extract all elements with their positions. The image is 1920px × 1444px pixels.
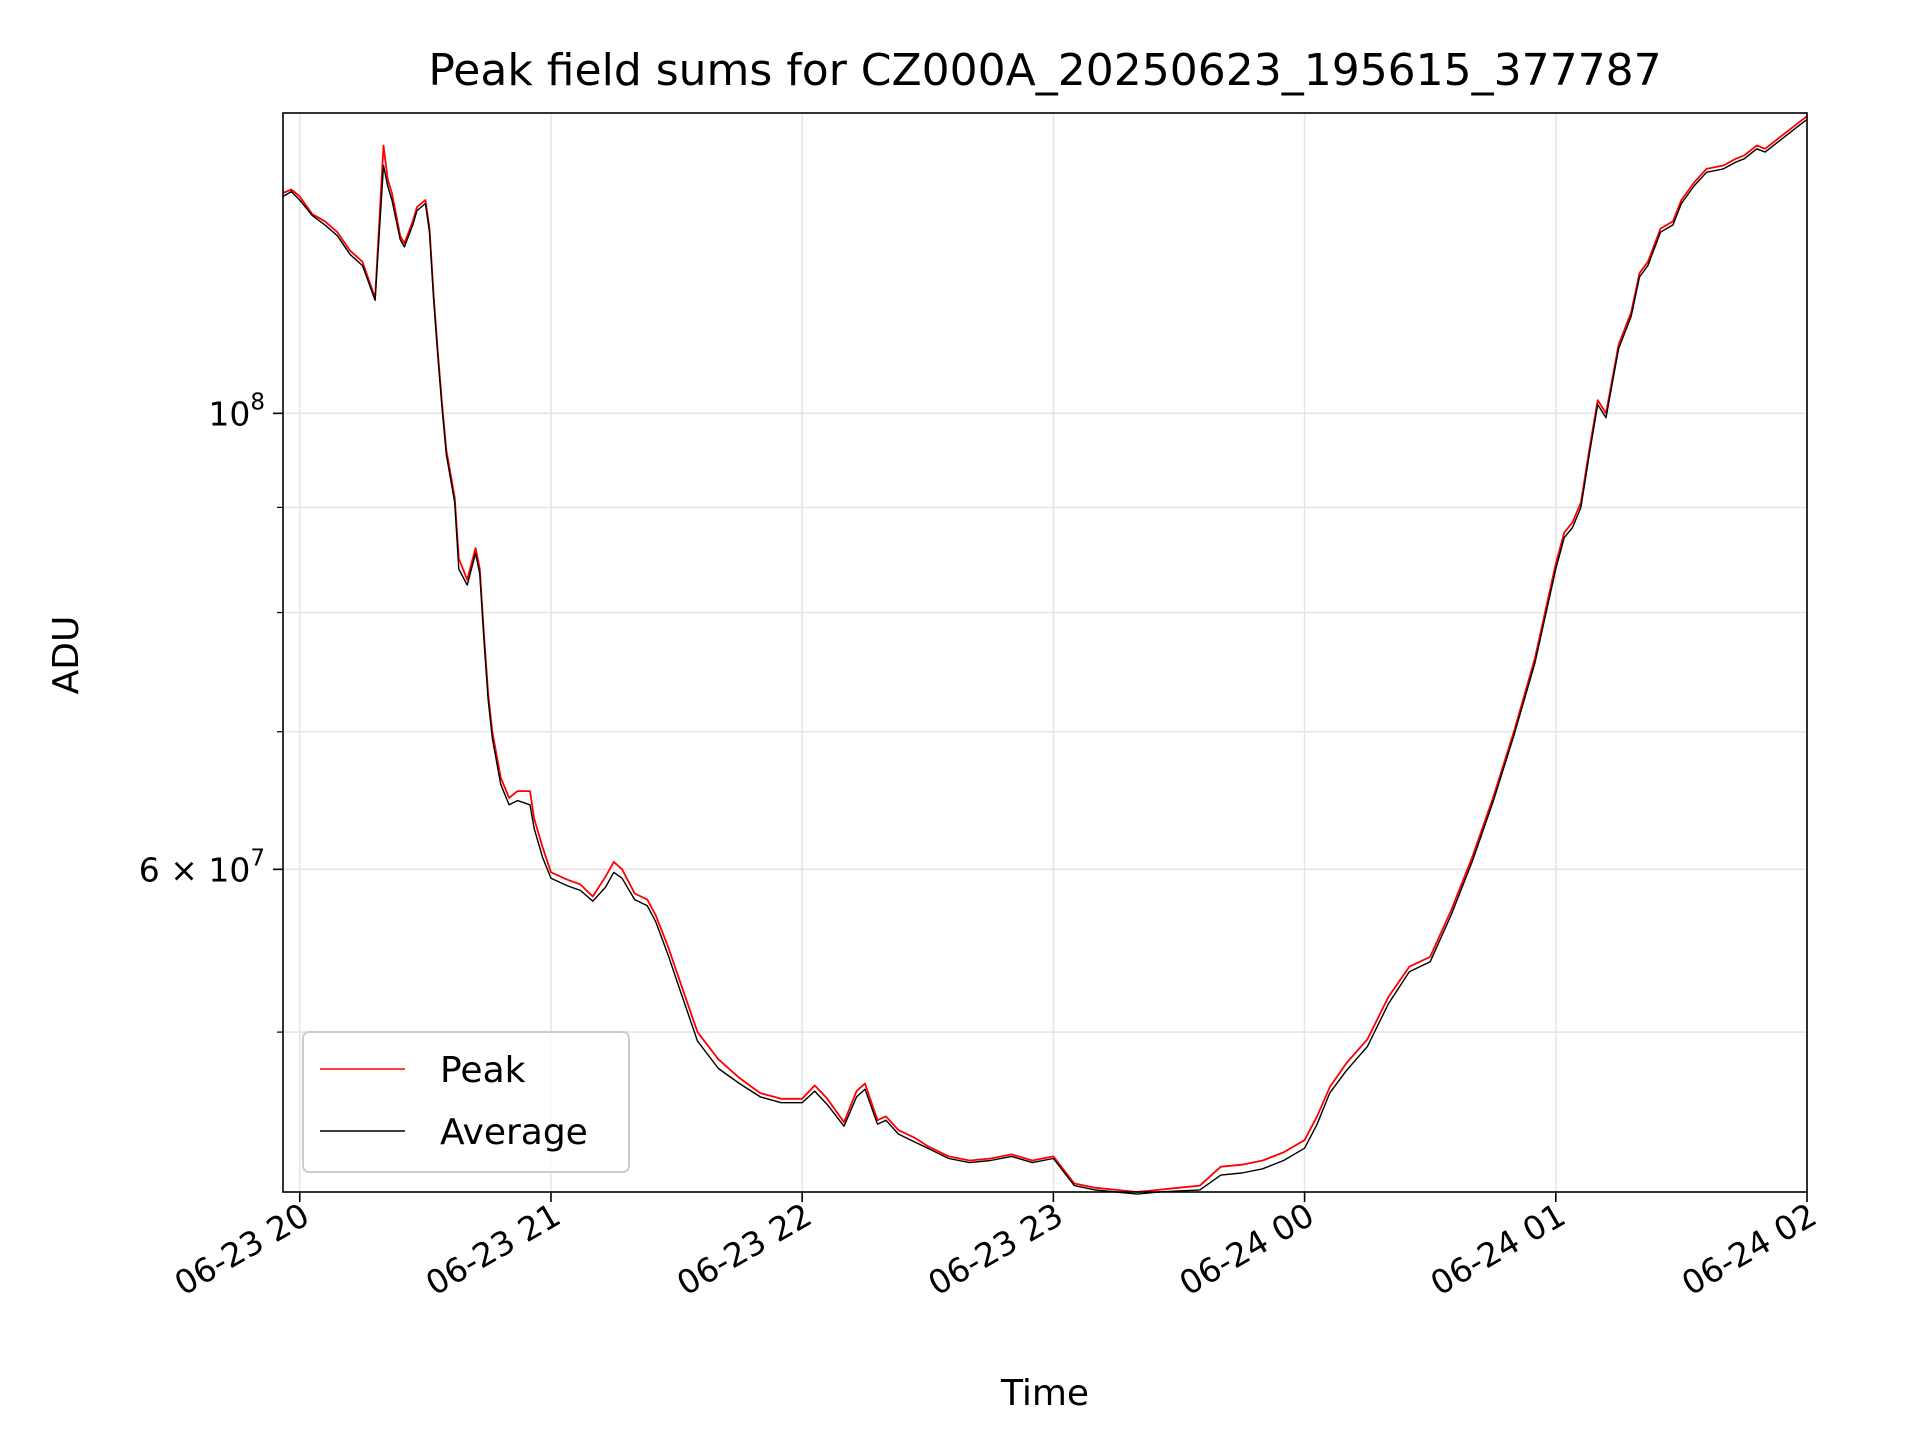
y-tick-label: 108 [208,389,265,433]
legend: Peak Average [302,1031,630,1173]
y-axis-label: ADU [46,616,87,695]
y-tick-label-base: 10 [208,394,250,433]
y-axis: 108 6 × 107 [139,389,283,1033]
legend-label-peak: Peak [440,1050,526,1091]
grid [283,113,1808,1192]
y-tick-label-exponent: 8 [250,389,265,415]
series-line-average [282,118,1808,1195]
legend-label-average: Average [440,1112,588,1153]
chart-title: Peak field sums for CZ000A_20250623_1956… [428,45,1661,96]
x-axis-label: Time [1000,1373,1089,1414]
legend-box [302,1031,630,1173]
y-tick-label-base: 6 × 10 [139,850,251,889]
series-group [282,115,1808,1195]
y-tick-label-exponent: 7 [250,845,265,871]
plot-frame [282,112,1808,1193]
y-tick-label: 6 × 107 [139,845,265,889]
